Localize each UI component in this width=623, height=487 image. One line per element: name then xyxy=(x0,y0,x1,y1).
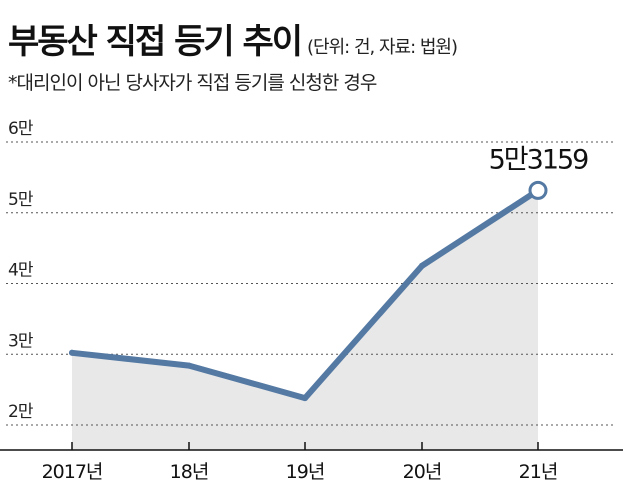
chart-title: 부동산 직접 등기 추이 xyxy=(8,22,303,62)
data-point xyxy=(419,262,425,269)
data-point xyxy=(186,362,192,369)
chart-note: *대리인이 아닌 당사자가 직접 등기를 신청한 경우 xyxy=(8,72,377,94)
y-tick-label: 3만 xyxy=(8,331,34,351)
series-area xyxy=(72,190,538,450)
x-tick-label: 20년 xyxy=(403,461,442,483)
data-label-annotation: 5만3159 xyxy=(489,144,589,175)
x-tick-label: 18년 xyxy=(170,461,209,483)
y-tick-label: 6만 xyxy=(8,119,34,139)
data-point xyxy=(302,395,308,402)
last-point-marker xyxy=(528,180,548,200)
chart-unit-source: (단위: 건, 자료: 법원) xyxy=(307,37,458,58)
y-tick-label: 5만 xyxy=(8,190,34,210)
data-point xyxy=(69,349,75,356)
chart-title-block: 부동산 직접 등기 추이 (단위: 건, 자료: 법원) xyxy=(8,14,458,63)
y-tick-label: 4만 xyxy=(8,261,34,281)
x-tick-label: 21년 xyxy=(519,461,558,483)
x-tick-label: 2017년 xyxy=(42,461,103,483)
x-tick-label: 19년 xyxy=(286,461,325,483)
y-tick-label: 2만 xyxy=(8,402,34,422)
